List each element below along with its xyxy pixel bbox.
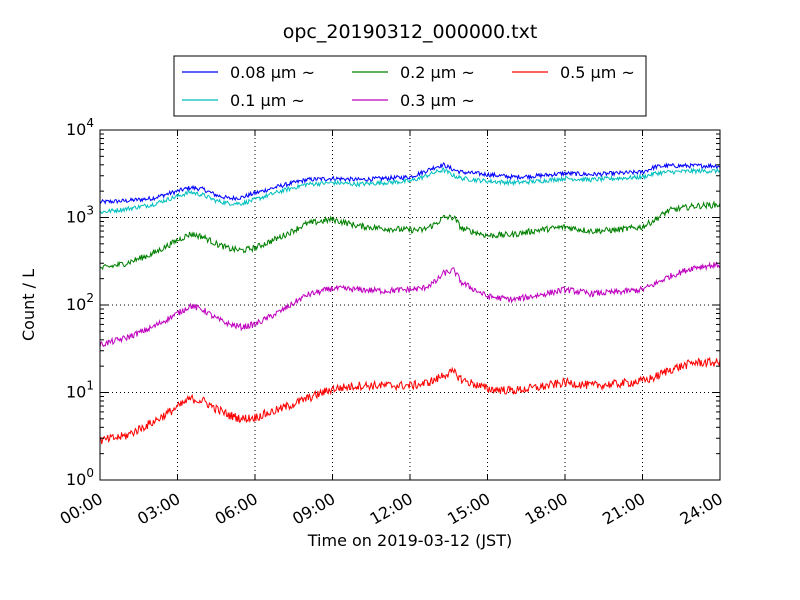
legend-entry-label: 0.5 μm ~ (560, 63, 635, 82)
ticks (99, 129, 721, 481)
x-tick-label: 24:00 (677, 489, 726, 529)
legend-box (173, 55, 647, 117)
y-tick-label: 102 (66, 291, 94, 314)
x-tick-label: 18:00 (522, 489, 571, 529)
legend-entry-label: 0.08 μm ~ (230, 63, 315, 82)
legend: 0.08 μm ~ 0.1 μm ~ 0.2 μm ~ 0.3 μm ~ 0.5 μm … (173, 55, 647, 117)
series-line (99, 356, 721, 445)
series-line (99, 161, 721, 205)
legend-entry-label: 0.2 μm ~ (400, 63, 475, 82)
series-line (99, 200, 721, 271)
y-tick-labels: 100 101 102 103 104 (66, 116, 94, 489)
x-tick-label: 00:00 (57, 489, 106, 529)
x-tick-label: 09:00 (289, 489, 338, 529)
grid (100, 130, 720, 480)
x-axis-label: Time on 2019-03-12 (JST) (307, 531, 512, 550)
series-line (99, 261, 721, 348)
y-tick-label: 104 (66, 116, 94, 139)
series-layer (99, 161, 721, 445)
legend-entry-label: 0.3 μm ~ (400, 91, 475, 110)
x-tick-label: 03:00 (134, 489, 183, 529)
y-axis-label: Count / L (19, 269, 38, 341)
legend-entry-label: 0.1 μm ~ (230, 91, 305, 110)
y-tick-label: 100 (66, 466, 94, 489)
chart-title: opc_20190312_000000.txt (283, 21, 538, 43)
series-line (99, 167, 721, 215)
y-tick-label: 101 (66, 379, 94, 402)
x-tick-label: 12:00 (367, 489, 416, 529)
y-tick-label: 103 (66, 204, 94, 227)
x-tick-label: 06:00 (212, 489, 261, 529)
x-tick-labels: 00:00 03:00 06:00 09:00 12:00 15:00 18:00 21:00… (57, 489, 726, 529)
x-tick-label: 15:00 (444, 489, 493, 529)
x-tick-label: 21:00 (599, 489, 648, 529)
